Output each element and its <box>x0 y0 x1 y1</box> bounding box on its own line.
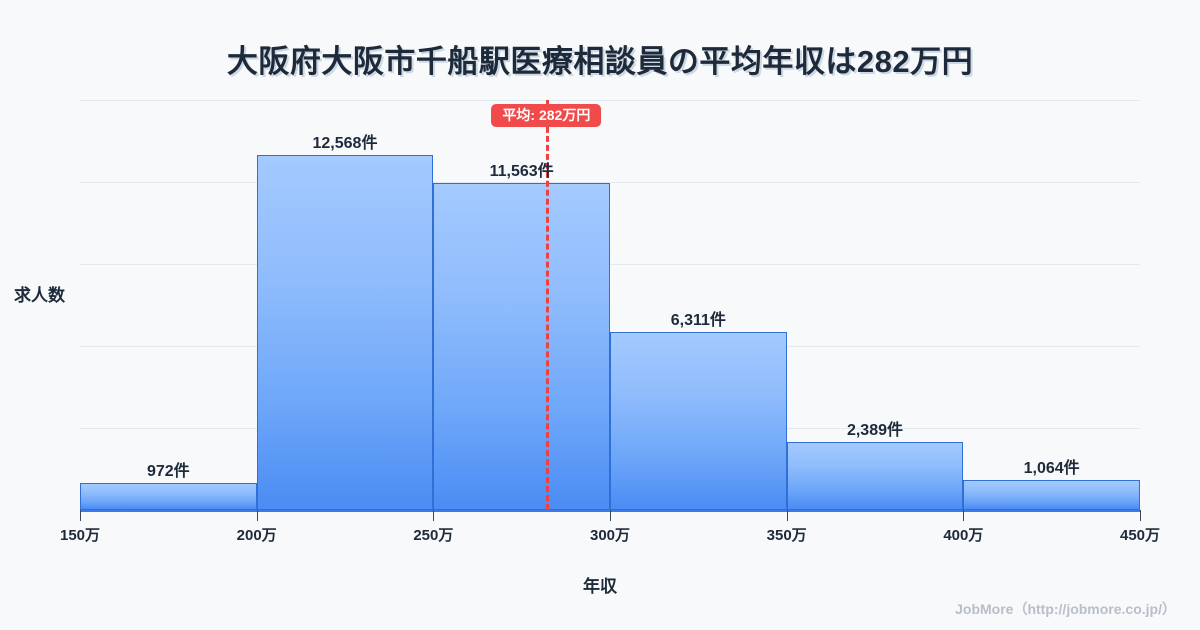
x-axis-tick <box>786 510 788 521</box>
bar-value-label: 12,568件 <box>312 134 378 152</box>
gridline <box>80 100 1140 101</box>
y-axis-title: 求人数 <box>14 286 65 305</box>
x-axis-tick-label: 250万 <box>413 527 454 544</box>
x-axis-tick <box>963 510 965 521</box>
bar[interactable] <box>433 183 610 510</box>
x-axis-tick <box>610 510 611 521</box>
x-axis-title: 年収 <box>583 577 617 596</box>
x-axis-tick-label: 400万 <box>943 527 984 544</box>
x-axis-tick <box>433 510 435 521</box>
bar-value-label: 2,389件 <box>846 422 903 440</box>
page-title: 大阪府大阪市千船駅医療相談員の平均年収は282万円 <box>226 44 974 79</box>
x-axis-tick <box>1140 510 1141 521</box>
bar[interactable] <box>80 482 257 510</box>
x-axis-tick <box>80 510 81 521</box>
plot-area: 150万 200万 250万 300万 350万 400万 450万 <box>60 100 1160 544</box>
bar-value-label: 6,311件 <box>670 311 726 329</box>
bar-value-label: 11,563件 <box>489 163 554 181</box>
average-dashed-line <box>546 100 550 510</box>
x-axis-tick <box>256 510 258 521</box>
x-axis-tick-label: 450万 <box>1119 527 1161 544</box>
bar-value-label: 972件 <box>146 462 190 480</box>
gridline <box>80 182 1140 183</box>
bar-value-label: 1,064件 <box>1023 459 1080 477</box>
gridline <box>80 264 1140 265</box>
average-badge: 平均: 282万円 <box>491 104 602 127</box>
bar[interactable] <box>963 479 1140 510</box>
footer-credit: JobMore（http://jobmore.co.jp/） <box>955 601 1176 617</box>
bar[interactable] <box>786 442 964 510</box>
x-axis-tick-label: 200万 <box>236 527 277 544</box>
bar[interactable] <box>256 154 434 510</box>
x-axis-tick-label: 150万 <box>59 527 101 544</box>
x-axis-tick-label: 350万 <box>766 527 807 544</box>
x-axis-tick-label: 300万 <box>589 527 631 544</box>
bar[interactable] <box>610 331 787 510</box>
